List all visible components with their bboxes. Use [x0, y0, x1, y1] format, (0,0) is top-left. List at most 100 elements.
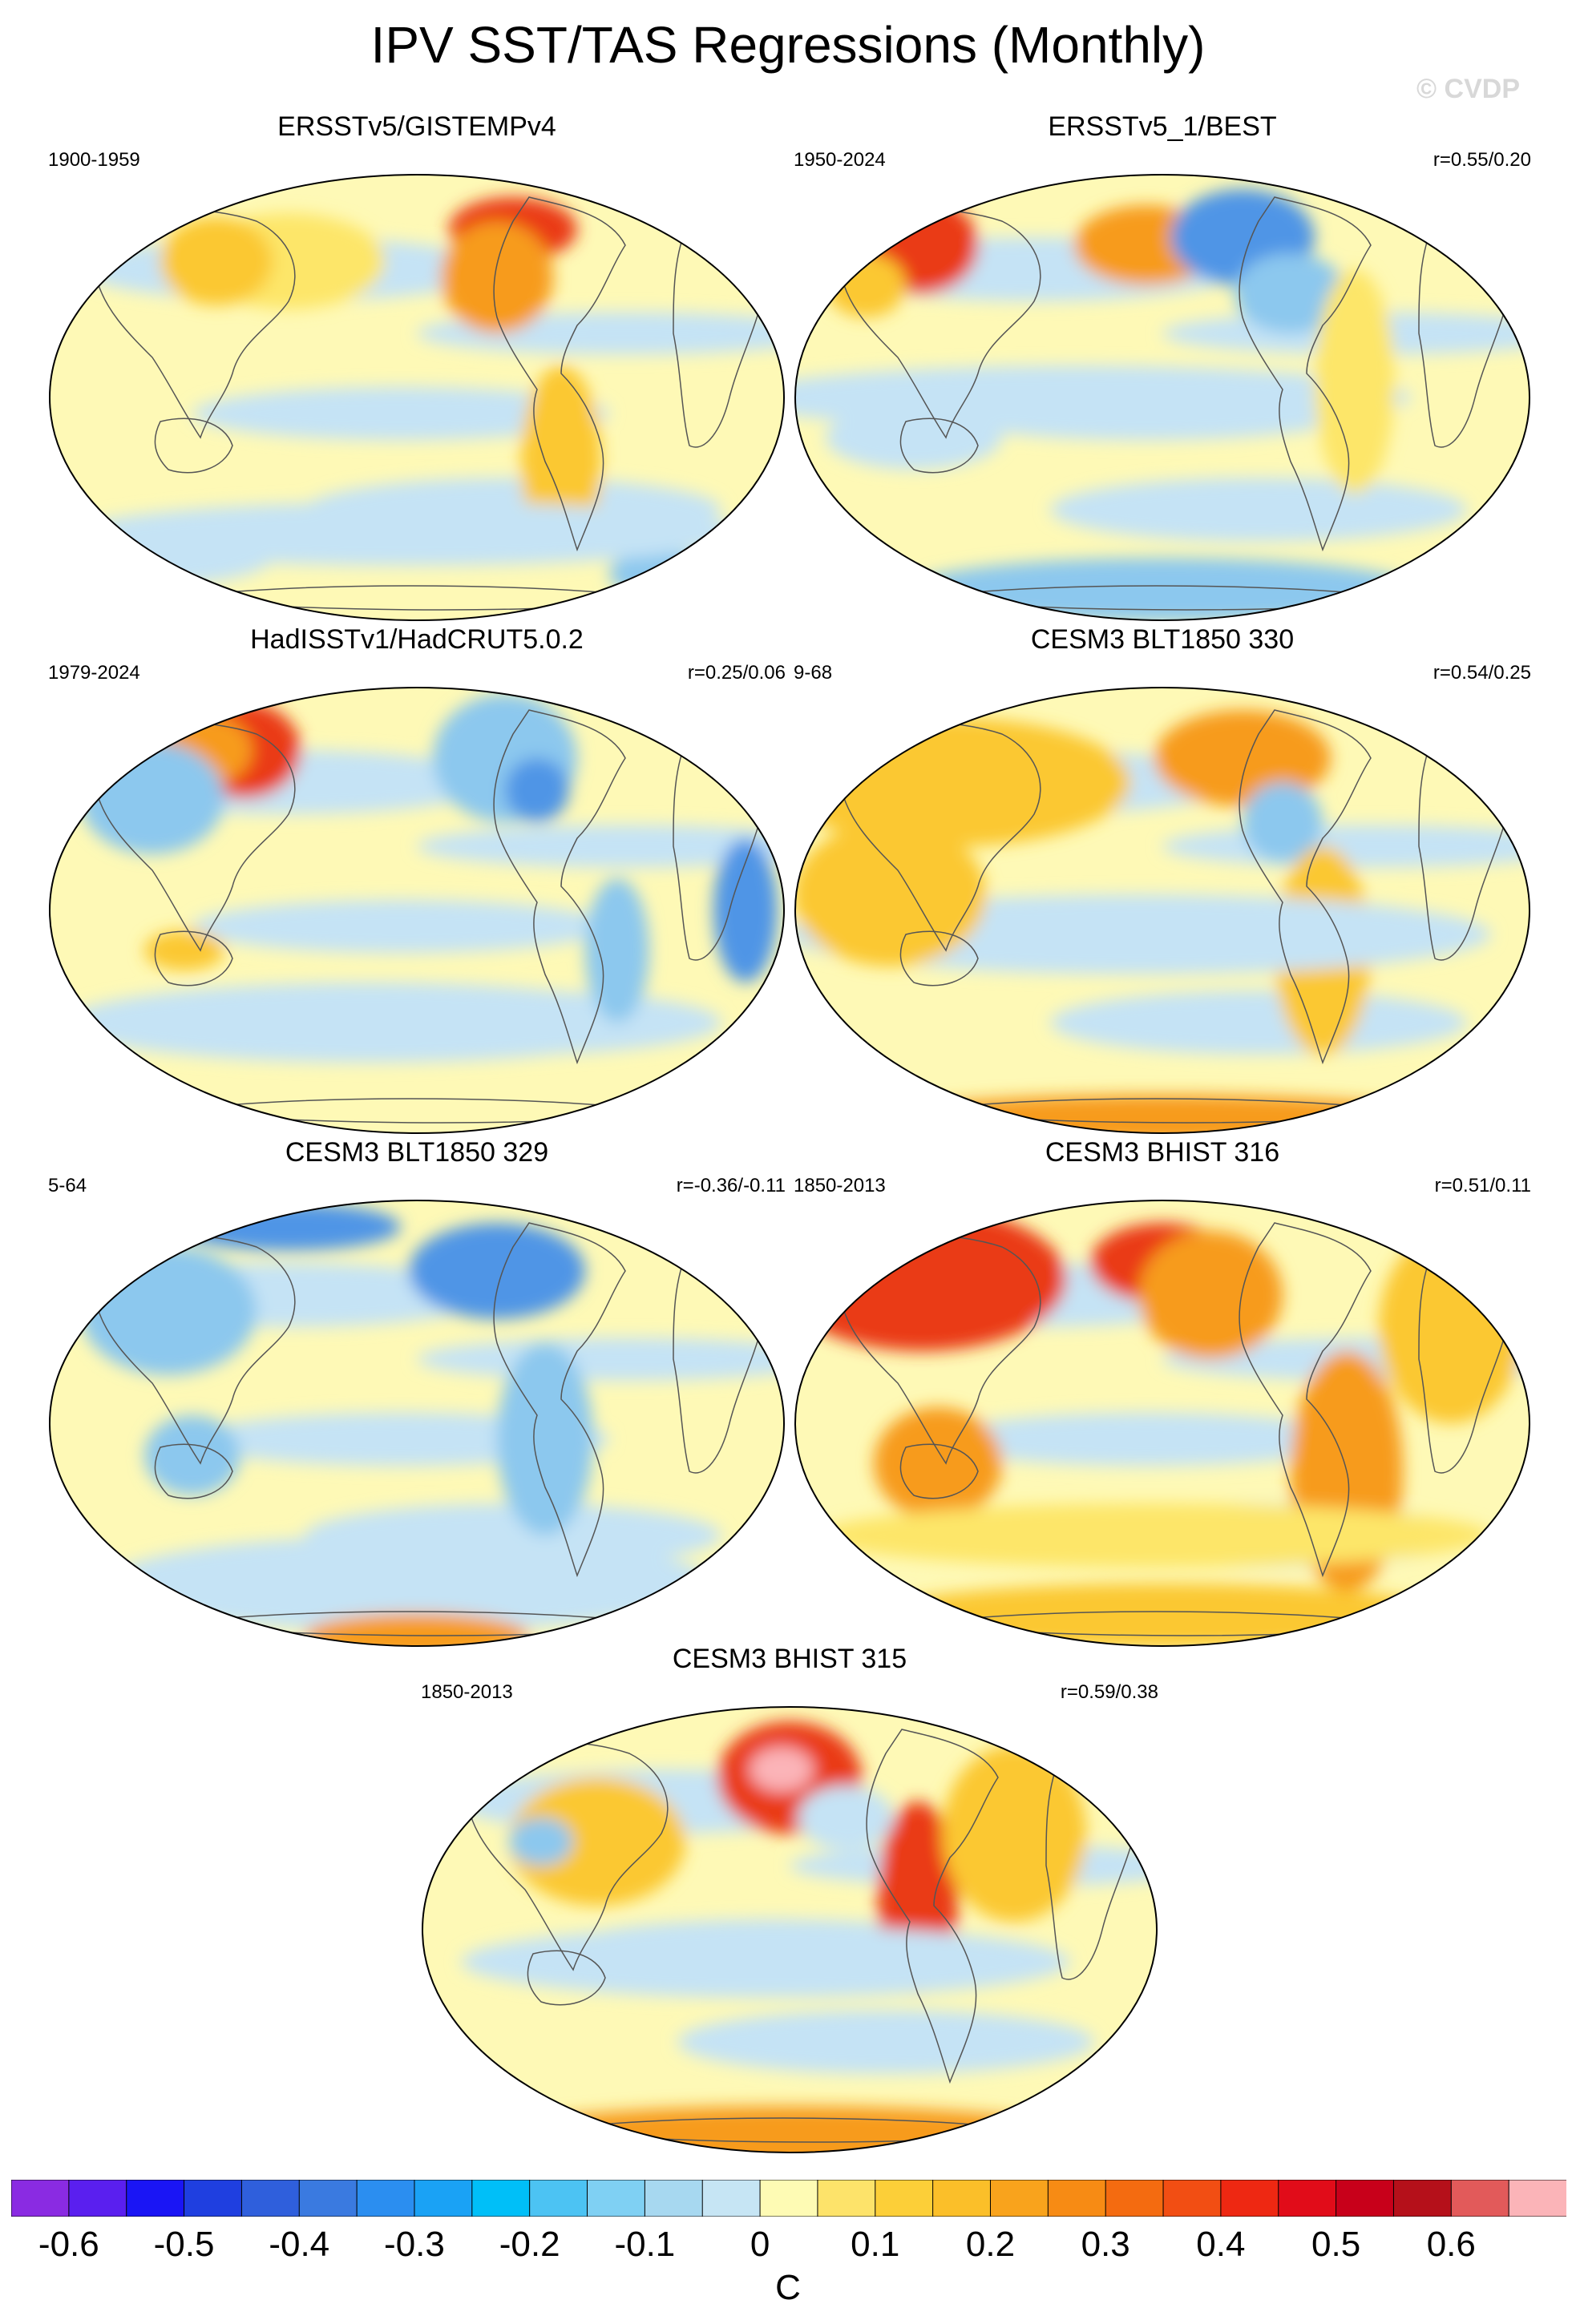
colorbar-tick-label: 0.5 — [1311, 2225, 1361, 2264]
map-border — [794, 687, 1530, 1134]
coastline — [1239, 709, 1372, 1065]
colorbar-swatch — [1508, 2180, 1566, 2217]
panel-correlation: r=-0.36/-0.11 — [676, 1175, 786, 1196]
colorbar-swatch — [587, 2180, 646, 2217]
coastline — [1239, 196, 1372, 552]
anomaly-region — [192, 899, 609, 954]
coastline — [468, 1741, 669, 1971]
colorbar-tick-label: 0.1 — [851, 2225, 900, 2264]
panel-period: 9-68 — [794, 662, 833, 684]
anomaly-region — [509, 1818, 573, 1866]
anomaly-region — [938, 1412, 1355, 1467]
panel-period: 1850-2013 — [794, 1175, 886, 1196]
colorbar-tick-label: 0.4 — [1196, 2225, 1246, 2264]
anomaly-region — [409, 1223, 585, 1319]
coastline — [899, 1443, 979, 1499]
anomaly-region — [874, 1407, 1002, 1519]
colorbar-swatch — [989, 2180, 1049, 2217]
colorbar-tick-label: 0 — [750, 2225, 770, 2264]
anomaly-region — [192, 386, 609, 441]
colorbar-tick-label: -0.3 — [384, 2225, 445, 2264]
coastline — [841, 721, 1041, 952]
colorbar-tick-label: -0.1 — [614, 2225, 676, 2264]
panel-title: CESM3 BLT1850 329 — [285, 1137, 549, 1168]
coastline — [1239, 1222, 1372, 1578]
panel-title: ERSSTv5/GISTEMPv4 — [277, 111, 556, 142]
map-panel: HadISSTv1/HadCRUT5.0.2 1979-2024 r=0.25/0.… — [48, 623, 786, 1144]
world-map — [794, 687, 1530, 1134]
anomaly-region — [942, 1745, 1086, 1922]
anomaly-region — [1050, 478, 1467, 542]
panel-title: CESM3 BHIST 315 — [672, 1644, 907, 1674]
colorbar-tick-label: -0.2 — [499, 2225, 560, 2264]
anomaly-region — [795, 718, 1130, 846]
colorbar-tick-label: 0.2 — [965, 2225, 1016, 2264]
coastline — [899, 930, 979, 986]
panel-title: ERSSTv5_1/BEST — [1048, 111, 1277, 142]
colorbar-swatch — [1105, 2180, 1165, 2217]
anomaly-region — [826, 405, 1002, 470]
coastline — [493, 1222, 626, 1578]
colorbar-swatch — [701, 2180, 762, 2217]
coastline — [493, 196, 626, 552]
anomaly-region — [176, 1203, 401, 1251]
map-border — [794, 1200, 1530, 1647]
panel-correlation: r=0.54/0.25 — [1433, 662, 1531, 684]
panel-correlation: r=0.25/0.06 — [687, 662, 786, 684]
anomaly-region — [461, 1926, 1070, 1998]
anomaly-region — [64, 982, 673, 1063]
anomaly-region — [509, 1777, 685, 1906]
map-panel: ERSSTv5/GISTEMPv4 1900-1959 — [48, 111, 786, 631]
colorbar-swatch — [126, 2180, 185, 2217]
colorbar-swatch — [644, 2180, 704, 2217]
colorbar-tick-label: -0.6 — [38, 2225, 99, 2264]
coastline — [527, 1950, 606, 2006]
map-border — [422, 1706, 1158, 2153]
anomaly-region — [1243, 782, 1323, 862]
anomaly-region — [1138, 1231, 1283, 1359]
colorbar-swatch — [240, 2180, 301, 2217]
colorbar-swatch — [759, 2180, 818, 2217]
coastline — [841, 208, 1041, 439]
anomaly-region — [1379, 1231, 1523, 1423]
colorbar-swatch — [471, 2180, 531, 2217]
map-border — [49, 174, 785, 621]
map-panel: CESM3 BLT1850 329 5-64 r=-0.36/-0.11 — [48, 1136, 786, 1657]
colorbar-swatch — [11, 2180, 70, 2217]
colorbar-swatch — [298, 2180, 358, 2217]
anomaly-region — [798, 1785, 894, 1850]
page-title: IPV SST/TAS Regressions (Monthly) — [370, 16, 1206, 74]
panel-title: HadISSTv1/HadCRUT5.0.2 — [250, 624, 584, 655]
coastline — [866, 1729, 999, 2084]
anomaly-region — [874, 1095, 1451, 1133]
map-border — [794, 174, 1530, 621]
panel-period: 5-64 — [48, 1175, 87, 1196]
panel-correlation: r=0.59/0.38 — [1060, 1681, 1158, 1703]
colorbar-swatch — [1047, 2180, 1107, 2217]
anomaly-region — [585, 878, 649, 1023]
anomaly-region — [485, 2106, 1094, 2153]
panel-period: 1979-2024 — [48, 662, 140, 684]
colorbar-swatch — [356, 2180, 415, 2217]
anomaly-region — [1154, 710, 1331, 806]
anomaly-region — [713, 838, 778, 982]
anomaly-region — [906, 558, 1419, 620]
anomaly-region — [1315, 269, 1395, 494]
coastline — [899, 418, 979, 474]
map-border — [49, 1200, 785, 1647]
anomaly-region — [80, 742, 224, 854]
anomaly-region — [160, 217, 273, 305]
watermark: © CVDP — [1416, 74, 1520, 104]
anomaly-region — [144, 1415, 240, 1495]
coastline — [154, 1443, 233, 1499]
map-panel: ERSSTv5_1/BEST 1950-2024 r=0.55/0.20 — [794, 111, 1531, 631]
anomaly-region — [80, 1247, 257, 1375]
colorbar-swatch — [932, 2180, 992, 2217]
coastline — [154, 418, 233, 474]
colorbar-labels: -0.6 -0.5 -0.4 -0.3 -0.2 -0.1 0 0.1 0.2 0.3 0.4 0.5… — [0, 2225, 1576, 2273]
colorbar-swatch — [875, 2180, 934, 2217]
world-map — [794, 1200, 1530, 1647]
anomaly-region — [750, 1747, 814, 1792]
colorbar-swatch — [1162, 2180, 1222, 2217]
map-panel: CESM3 BHIST 316 1850-2013 r=0.51/0.11 — [794, 1136, 1531, 1657]
